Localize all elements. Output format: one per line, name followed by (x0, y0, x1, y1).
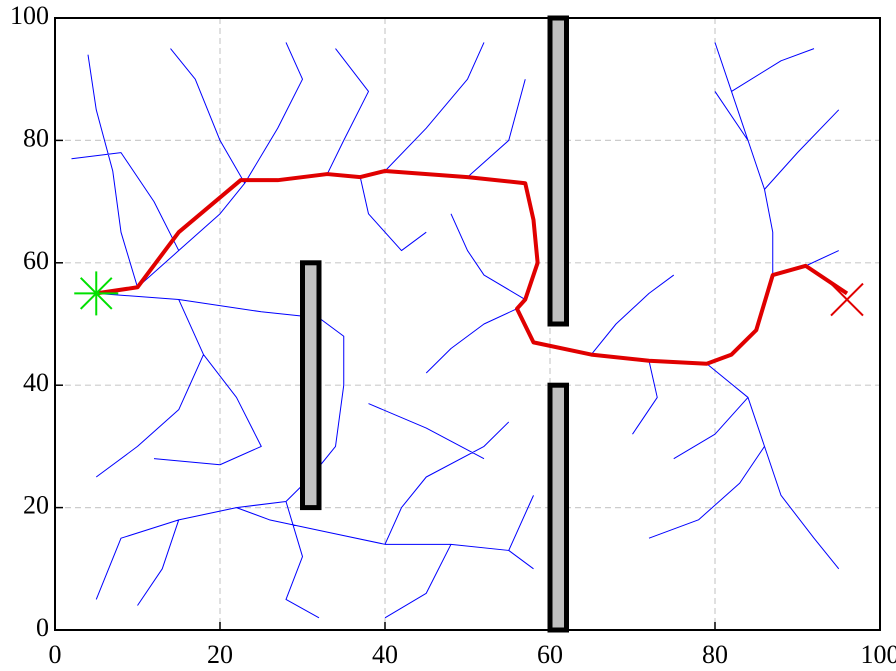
y-tick-label: 60 (23, 246, 49, 275)
x-tick-label: 20 (207, 640, 233, 669)
x-tick-label: 80 (702, 640, 728, 669)
obstacle (300, 260, 322, 511)
goal-marker (830, 282, 864, 317)
obstacle (547, 382, 569, 633)
y-tick-label: 20 (23, 491, 49, 520)
plot-frame (54, 17, 881, 631)
y-tick-label: 80 (23, 123, 49, 152)
y-tick-label: 100 (10, 1, 49, 30)
series-line (71, 42, 840, 619)
y-tick-label: 0 (36, 613, 49, 642)
x-tick-label: 0 (49, 640, 62, 669)
obstacle (547, 15, 569, 327)
y-tick-label: 40 (23, 368, 49, 397)
x-tick-label: 100 (861, 640, 896, 669)
series-line (95, 169, 849, 366)
x-tick-label: 40 (372, 640, 398, 669)
start-marker (79, 277, 113, 310)
x-tick-label: 60 (537, 640, 563, 669)
